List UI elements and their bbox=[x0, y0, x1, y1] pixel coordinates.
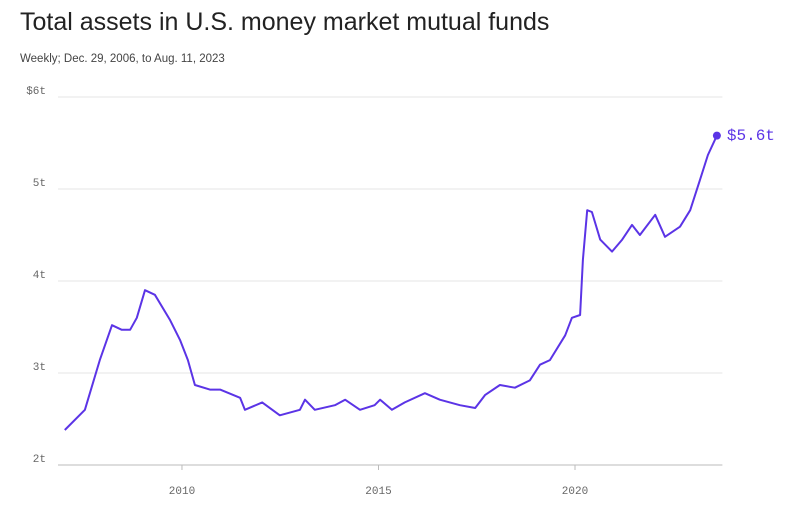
y-tick-label: $6t bbox=[26, 86, 46, 98]
annotation: $5.6t bbox=[727, 127, 775, 145]
y-tick-label: 3t bbox=[33, 362, 46, 374]
y-tick-label: 2t bbox=[33, 454, 46, 466]
chart-title: Total assets in U.S. money market mutual… bbox=[20, 8, 549, 36]
x-tick-label: 2010 bbox=[169, 486, 195, 498]
y-tick-label: 4t bbox=[33, 270, 46, 282]
end-point bbox=[712, 131, 721, 140]
data-line bbox=[64, 135, 718, 431]
x-tick-label: 2020 bbox=[562, 486, 588, 498]
y-tick-label: 5t bbox=[33, 178, 46, 190]
x-tick-label: 2015 bbox=[365, 486, 391, 498]
chart-subtitle: Weekly; Dec. 29, 2006, to Aug. 11, 2023 bbox=[20, 53, 225, 65]
